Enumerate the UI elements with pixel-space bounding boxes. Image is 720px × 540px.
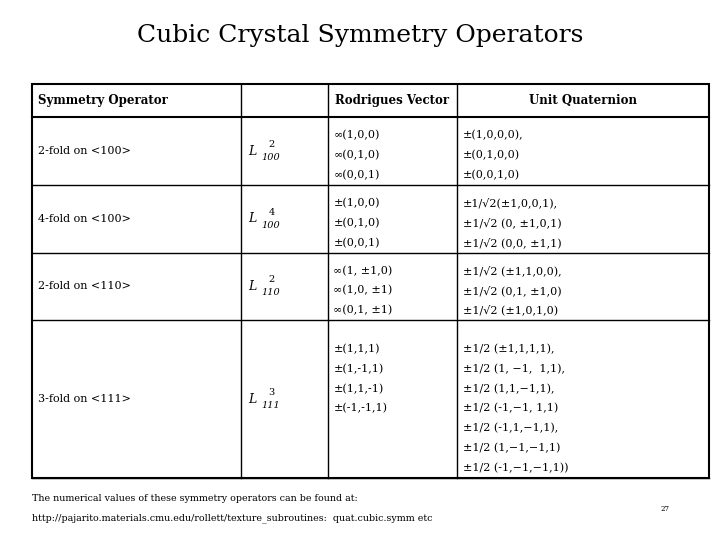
Text: ±1/2 (1,1,−1,1),: ±1/2 (1,1,−1,1),	[463, 383, 554, 394]
Text: 3: 3	[269, 388, 275, 397]
Text: L: L	[248, 145, 256, 158]
Text: L: L	[248, 212, 256, 225]
Text: 2: 2	[269, 275, 275, 285]
Text: ±(-1,-1,1): ±(-1,-1,1)	[333, 403, 387, 414]
Text: ±1/√2 (0,1, ±1,0): ±1/√2 (0,1, ±1,0)	[463, 285, 562, 296]
Text: ±(1,1,1): ±(1,1,1)	[333, 344, 380, 354]
Text: ±(1,0,0,0),: ±(1,0,0,0),	[463, 130, 523, 141]
Text: ±(1,1,-1): ±(1,1,-1)	[333, 383, 384, 394]
Text: The numerical values of these symmetry operators can be found at:: The numerical values of these symmetry o…	[32, 494, 358, 503]
Text: ±1/√2 (±1,0,1,0): ±1/√2 (±1,0,1,0)	[463, 305, 558, 316]
Text: 2-fold on <110>: 2-fold on <110>	[38, 281, 131, 292]
Text: ±(0,1,0): ±(0,1,0)	[333, 218, 380, 228]
Text: ±(0,1,0,0): ±(0,1,0,0)	[463, 150, 520, 160]
Text: ∞(1, ±1,0): ∞(1, ±1,0)	[333, 266, 392, 276]
Text: ±(1,-1,1): ±(1,-1,1)	[333, 364, 384, 374]
Text: ±1/√2 (±1,1,0,0),: ±1/√2 (±1,1,0,0),	[463, 265, 562, 276]
Text: ∞(0,1,0): ∞(0,1,0)	[333, 150, 379, 160]
Text: Symmetry Operator: Symmetry Operator	[38, 94, 168, 107]
Text: 111: 111	[261, 401, 280, 410]
Text: ±1/√2 (0, ±1,0,1): ±1/√2 (0, ±1,0,1)	[463, 218, 562, 228]
Text: 2: 2	[269, 140, 275, 149]
Text: L: L	[248, 393, 256, 406]
Text: L: L	[248, 280, 256, 293]
Text: ∞(0,1, ±1): ∞(0,1, ±1)	[333, 305, 392, 315]
Text: ±1/2 (1, −1,  1,1),: ±1/2 (1, −1, 1,1),	[463, 364, 565, 374]
Text: 3-fold on <111>: 3-fold on <111>	[38, 394, 131, 404]
Text: ∞(0,0,1): ∞(0,0,1)	[333, 170, 379, 180]
Text: ∞(1,0,0): ∞(1,0,0)	[333, 130, 379, 141]
Text: 27: 27	[660, 505, 670, 512]
Text: 4-fold on <100>: 4-fold on <100>	[38, 214, 131, 224]
Text: ±1/√2 (0,0, ±1,1): ±1/√2 (0,0, ±1,1)	[463, 238, 562, 248]
Text: ±(0,0,1): ±(0,0,1)	[333, 238, 380, 248]
Text: http://pajarito.materials.cmu.edu/rollett/texture_subroutines:  quat.cubic.symm : http://pajarito.materials.cmu.edu/rollet…	[32, 514, 433, 523]
Text: Cubic Crystal Symmetry Operators: Cubic Crystal Symmetry Operators	[137, 24, 583, 46]
Text: 100: 100	[261, 153, 280, 162]
Text: 110: 110	[261, 288, 280, 298]
Text: ±(1,0,0): ±(1,0,0)	[333, 198, 380, 208]
Text: ±1/2 (1,−1,−1,1): ±1/2 (1,−1,−1,1)	[463, 443, 560, 454]
Text: 2-fold on <100>: 2-fold on <100>	[38, 146, 131, 156]
Text: ±(0,0,1,0): ±(0,0,1,0)	[463, 170, 520, 180]
Text: ±1/2 (±1,1,1,1),: ±1/2 (±1,1,1,1),	[463, 344, 554, 354]
Text: 4: 4	[269, 208, 275, 217]
Text: Rodrigues Vector: Rodrigues Vector	[336, 94, 449, 107]
Text: ±1/√2(±1,0,0,1),: ±1/√2(±1,0,0,1),	[463, 198, 558, 208]
Text: Unit Quaternion: Unit Quaternion	[529, 94, 637, 107]
Text: ±1/2 (-1,−1,−1,1)): ±1/2 (-1,−1,−1,1))	[463, 463, 569, 473]
Text: 100: 100	[261, 221, 280, 230]
Bar	[32, 84, 709, 478]
Text: ∞(1,0, ±1): ∞(1,0, ±1)	[333, 285, 392, 296]
Text: ±1/2 (-1,1,−1,1),: ±1/2 (-1,1,−1,1),	[463, 423, 558, 434]
Text: ±1/2 (-1,−1, 1,1): ±1/2 (-1,−1, 1,1)	[463, 403, 558, 414]
